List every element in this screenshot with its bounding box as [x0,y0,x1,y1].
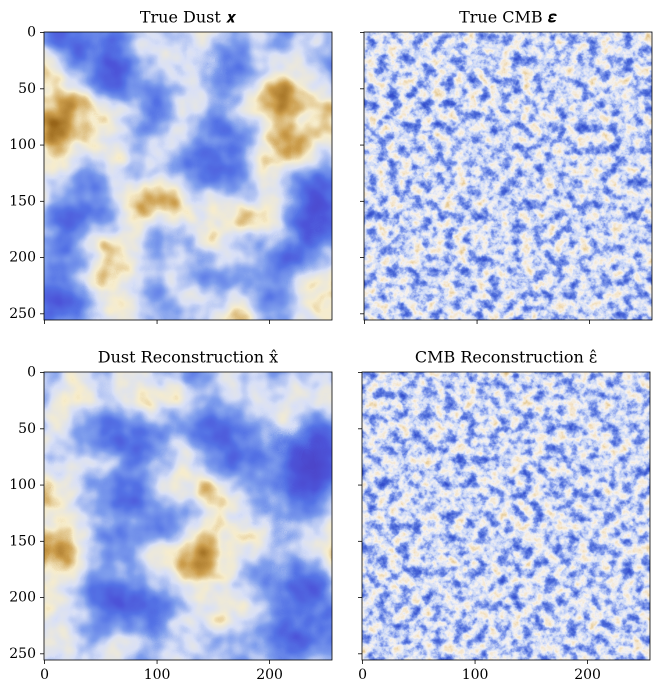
y-tick-label: 50 [18,81,36,97]
panel-title: CMB Reconstruction ε̂ [415,348,597,367]
y-tick-label: 50 [18,421,36,437]
x-tick-label: 100 [144,667,171,682]
x-tick-label: 0 [358,667,367,682]
x-tick-label: 100 [462,667,489,682]
y-tick-label: 150 [9,533,36,549]
image [44,32,332,320]
image [44,372,332,660]
x-tick-label: 0 [40,667,49,682]
frame [363,31,653,321]
x-tick-label: 200 [574,667,601,682]
image [364,32,652,320]
y-tick-label: 100 [9,477,36,493]
frame [43,31,333,321]
y-tick-label: 200 [9,590,36,606]
y-tick-label: 250 [9,306,36,322]
y-tick-label: 100 [9,137,36,153]
y-tick-label: 0 [27,365,36,381]
y-tick-label: 0 [27,25,36,41]
panel-title: True CMB 𝜺 [459,8,557,27]
y-tick-label: 150 [9,193,36,209]
panel-title: True Dust 𝒙 [140,8,237,27]
x-tick-label: 200 [256,667,283,682]
y-tick-label: 200 [9,250,36,266]
frame [361,371,651,661]
frame [43,371,333,661]
image [362,372,650,660]
y-tick-label: 250 [9,646,36,662]
panel-title: Dust Reconstruction x̂ [98,348,278,367]
